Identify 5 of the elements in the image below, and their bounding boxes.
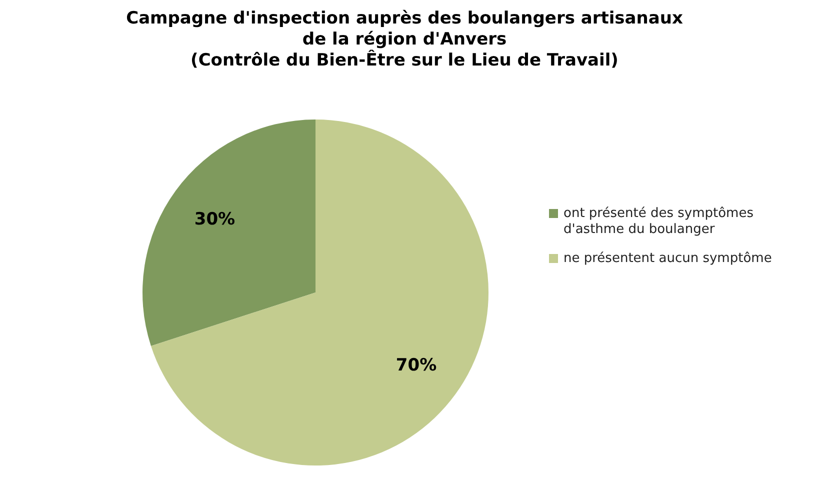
legend-label: ne présentent aucun symptôme: [564, 251, 772, 266]
data-label: 70%: [396, 356, 437, 376]
data-label: 30%: [194, 209, 236, 230]
chart-title: Campagne d'inspection auprès des boulangers artisanaux de la région d'Anvers (Contrôle du Bien-Être sur le Lieu de Travail): [126, 8, 683, 70]
legend-label: ont présenté des symptômes d'asthme du boulanger: [564, 206, 754, 237]
